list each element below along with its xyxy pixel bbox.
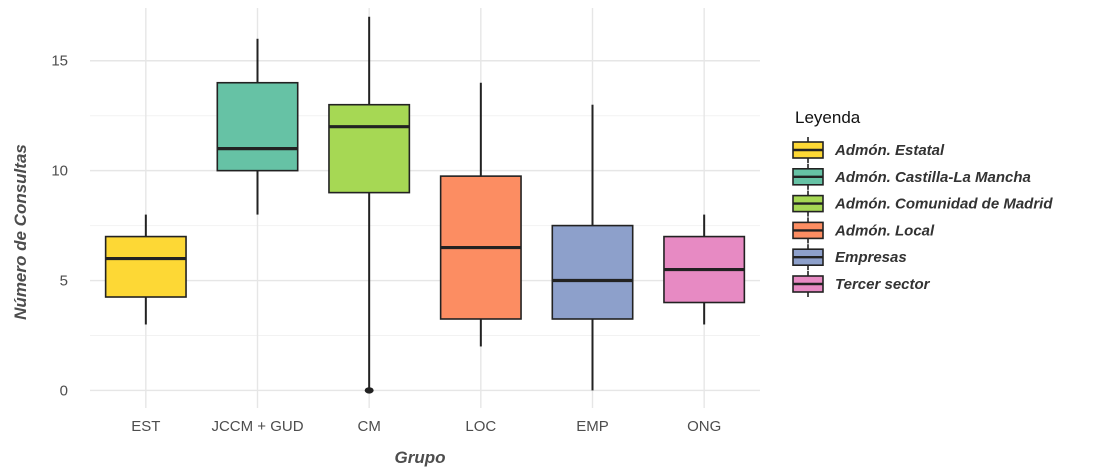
y-axis-ticks: 0 5 10 15: [51, 53, 68, 400]
x-tick-label: EST: [131, 418, 160, 435]
legend-label: Tercer sector: [835, 276, 931, 293]
box-emp: [551, 104, 634, 391]
boxes-layer: [104, 16, 746, 394]
y-axis-title: Número de Consultas: [11, 144, 30, 320]
outlier-point: [364, 387, 374, 394]
x-tick-label: LOC: [465, 418, 496, 435]
x-tick-label: CM: [358, 418, 381, 435]
box-iqr: [328, 103, 411, 194]
y-tick-label: 10: [51, 163, 68, 180]
legend-item: Admón. Castilla-La Mancha: [792, 163, 1031, 190]
y-tick-label: 0: [60, 382, 68, 399]
legend-item: Tercer sector: [792, 271, 931, 297]
legend-label: Admón. Estatal: [834, 142, 945, 159]
box-cm: [328, 16, 411, 394]
legend-title: Leyenda: [795, 108, 861, 127]
legend-label: Admón. Comunidad de Madrid: [834, 196, 1053, 213]
legend-item: Admón. Estatal: [792, 137, 945, 163]
box-iqr: [551, 224, 634, 320]
legend-item: Admón. Comunidad de Madrid: [792, 190, 1053, 217]
grid-lines: [90, 8, 760, 408]
box-jccm-gud: [216, 38, 299, 215]
y-tick-label: 5: [60, 273, 68, 290]
x-axis-ticks: EST JCCM + GUD CM LOC EMP ONG: [131, 418, 721, 435]
legend-label: Admón. Castilla-La Mancha: [834, 169, 1031, 186]
box-est: [104, 214, 187, 325]
x-tick-label: JCCM + GUD: [211, 418, 303, 435]
legend-item: Admón. Local: [792, 217, 935, 244]
legend-label: Admón. Local: [834, 222, 935, 239]
box-iqr: [104, 235, 187, 298]
box-ong: [663, 214, 746, 325]
x-tick-label: ONG: [687, 418, 721, 435]
box-iqr: [216, 81, 299, 172]
x-tick-label: EMP: [576, 418, 609, 435]
legend-label: Empresas: [835, 249, 907, 266]
legend: Leyenda Admón. Estatal Admón. Castilla-La…: [792, 108, 1053, 297]
legend-item: Empresas: [792, 244, 907, 271]
y-tick-label: 15: [51, 53, 68, 70]
x-axis-title: Grupo: [395, 448, 446, 467]
box-loc: [439, 82, 522, 347]
